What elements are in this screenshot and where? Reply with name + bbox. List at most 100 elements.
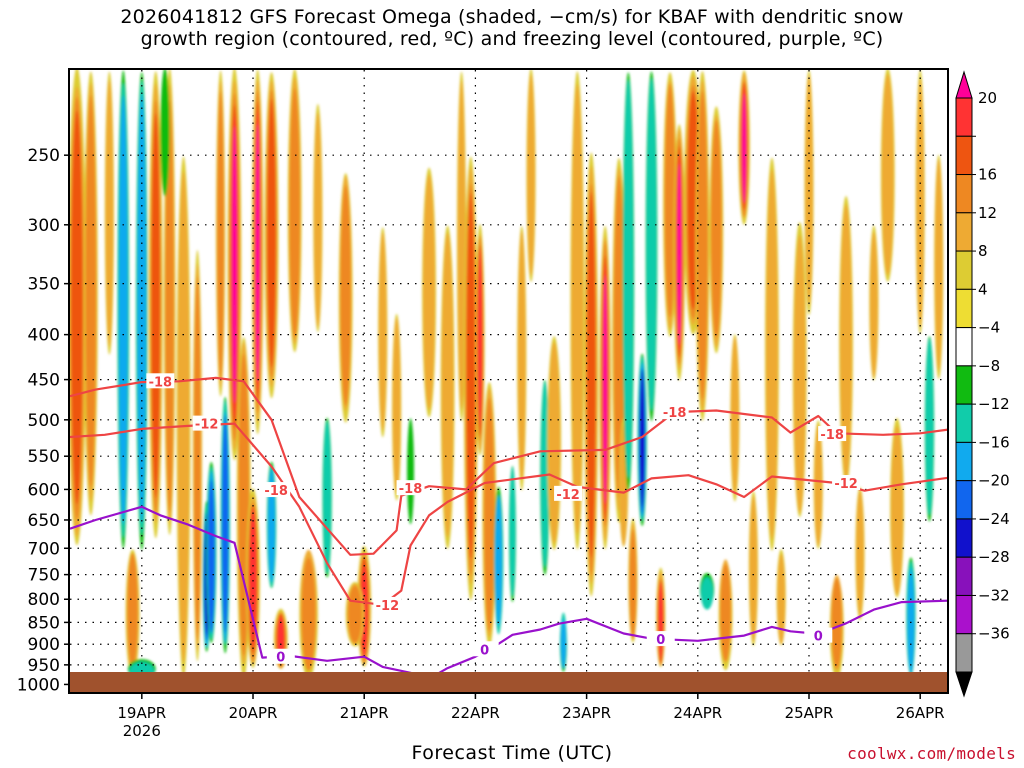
omega-cell	[222, 415, 229, 633]
colorbar-tick-label: −28	[978, 548, 1010, 566]
omega-cell	[494, 495, 503, 627]
omega-streak	[313, 103, 323, 333]
omega-streak	[206, 461, 217, 644]
x-tick-label: 19APR	[117, 704, 166, 722]
colorbar-top-arrow	[955, 70, 973, 99]
omega-streak	[673, 124, 686, 381]
y-tick-label: 800	[28, 590, 60, 610]
colorbar-tick-label: 20	[978, 89, 997, 107]
contour-label: 0	[814, 630, 823, 645]
x-tick-label: 22APR	[451, 704, 500, 722]
colorbar-tick-label: −12	[978, 395, 1010, 413]
omega-cell	[639, 369, 645, 508]
omega-streak	[906, 557, 916, 676]
omega-streak	[622, 72, 635, 492]
omega-streak	[839, 195, 854, 487]
contour-label-bg	[396, 480, 425, 496]
contour-label-bg	[470, 641, 499, 657]
x-tick-label: 21APR	[340, 704, 389, 722]
contour-label: 0	[656, 633, 665, 648]
omega-streak	[570, 71, 585, 550]
colorbar-segment	[955, 174, 973, 214]
contour-line	[69, 376, 948, 556]
omega-streak	[663, 72, 677, 337]
omega-cell	[730, 336, 739, 495]
contour-label-bg	[818, 426, 847, 442]
omega-streak	[628, 518, 638, 643]
omega-streak	[517, 225, 527, 491]
omega-cell	[85, 95, 96, 487]
contour-label-bg	[266, 648, 295, 664]
contour-line	[69, 422, 948, 607]
omega-streak	[264, 72, 279, 399]
omega-cell	[484, 397, 495, 632]
x-tick-label: 24APR	[673, 704, 722, 722]
omega-cell	[217, 91, 225, 380]
omega-streak	[475, 224, 485, 456]
omega-streak	[656, 567, 666, 668]
contour-label: -12	[376, 599, 400, 614]
contour-label-bg	[192, 415, 221, 431]
omega-streak	[637, 353, 647, 527]
omega-streak	[792, 221, 807, 518]
colorbar-tick-label: −4	[978, 319, 1000, 337]
colorbar-segment	[955, 135, 973, 176]
omega-streak	[869, 225, 879, 381]
omega-cell	[289, 88, 300, 339]
omega-streak	[709, 106, 724, 354]
omega-cell	[423, 174, 436, 410]
omega-cell	[629, 529, 637, 640]
colorbar-tick-label: −8	[978, 357, 1000, 375]
contour-label: -12	[834, 477, 858, 492]
y-tick-label: 450	[28, 371, 60, 391]
omega-cell	[378, 232, 387, 431]
omega-cell	[890, 426, 904, 596]
omega-cell	[697, 90, 708, 400]
contour-label: -18	[399, 482, 423, 497]
contour-label-bg	[646, 631, 675, 647]
contour-label-bg	[832, 475, 861, 491]
omega-streak	[117, 70, 130, 549]
omega-cell	[548, 342, 561, 544]
omega-streak	[748, 491, 759, 646]
x-axis: 19APR 20APR 21APR 22APR 23APR 24APR 25APR 26APR…	[117, 692, 945, 740]
plot-frame	[68, 68, 949, 694]
omega-streak	[738, 70, 750, 226]
omega-cell	[646, 78, 657, 411]
omega-cell	[71, 110, 83, 505]
omega-streak	[299, 549, 318, 679]
colorbar-segment	[955, 480, 973, 520]
omega-cell	[165, 100, 174, 513]
omega-cell	[340, 185, 351, 406]
x-tick-label: 23APR	[562, 704, 611, 722]
omega-cell	[477, 249, 483, 426]
omega-cell	[466, 192, 475, 559]
omega-streak	[547, 336, 562, 550]
colorbar-segment	[955, 212, 973, 252]
omega-streak	[125, 549, 140, 678]
x-tick-label: 26APR	[896, 704, 945, 722]
omega-streak	[764, 157, 779, 551]
x-tick-label: 20APR	[229, 704, 278, 722]
y-tick-label: 500	[28, 411, 60, 431]
y-tick-label: 300	[28, 216, 60, 236]
title-line-1: 2026041812 GFS Forecast Omega (shaded, −…	[120, 6, 904, 28]
colorbar-tick-label: 8	[978, 242, 988, 260]
omega-streak	[645, 71, 658, 422]
omega-cell	[232, 125, 237, 404]
omega-cell	[793, 235, 806, 513]
colorbar-tick-label: 12	[978, 204, 997, 222]
colorbar-tick-label: 4	[978, 280, 988, 298]
omega-streak	[559, 612, 567, 672]
omega-streak	[287, 70, 302, 353]
omega-streak	[924, 336, 935, 522]
y-tick-label: 850	[28, 613, 60, 633]
y-tick-label: 650	[28, 511, 60, 531]
omega-streak	[160, 70, 170, 197]
colorbar-bottom-arrow	[955, 671, 973, 698]
omega-cell	[301, 557, 316, 672]
omega-streak	[338, 173, 353, 423]
contour-label: -18	[264, 484, 288, 499]
omega-cell	[517, 231, 526, 481]
omega-streak	[482, 382, 497, 647]
